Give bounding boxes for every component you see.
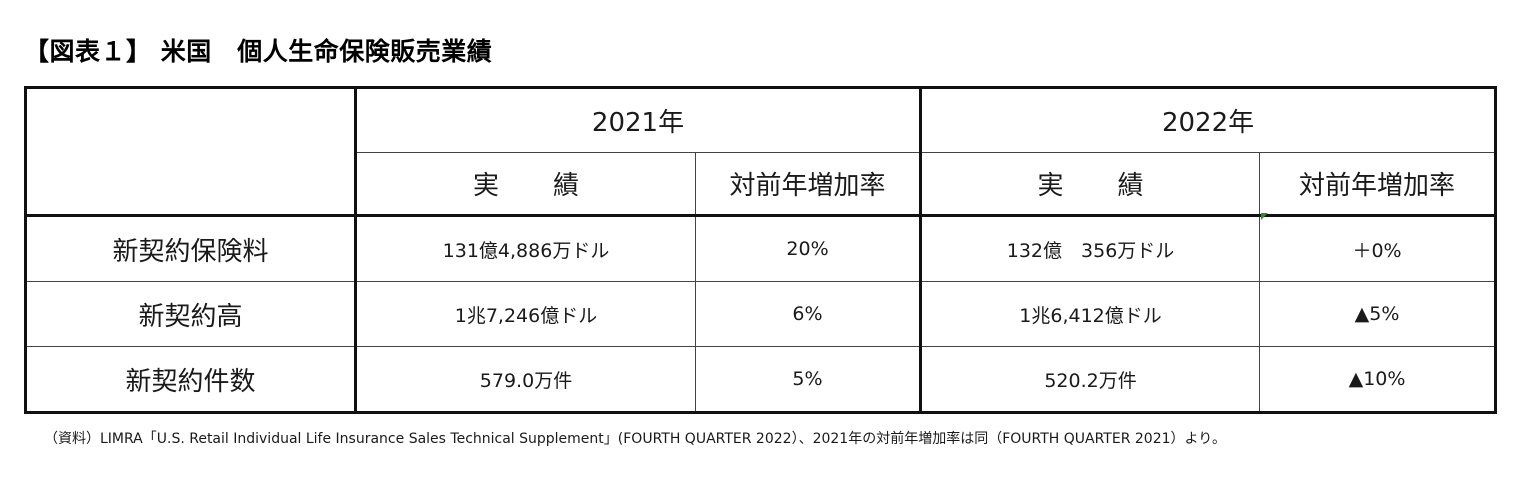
table-row: 新契約保険料 131億4,886万ドル 20% 132億 356万ドル ＋0% (24, 215, 1498, 282)
growth-2022-cell: ＋0% (1259, 215, 1498, 282)
table-row: 新契約高 1兆7,246億ドル 6% 1兆6,412億ドル ▲5% (24, 281, 1498, 347)
results-2022-cell: 520.2万件 (920, 346, 1261, 414)
results-2022-cell: 1兆6,412億ドル (920, 281, 1261, 347)
year-header-row: 2021年 2022年 (24, 86, 1498, 217)
results-2021-header: 実 績 (355, 152, 696, 217)
results-2021-cell: 131億4,886万ドル (355, 215, 696, 282)
growth-2022-header: 対前年増加率 (1259, 152, 1498, 217)
growth-2021-cell: 6% (695, 281, 923, 347)
results-2021-cell: 1兆7,246億ドル (355, 281, 696, 347)
row-label: 新契約保険料 (24, 215, 357, 282)
growth-2021-cell: 5% (695, 346, 923, 414)
results-2021-cell: 579.0万件 (355, 346, 696, 414)
results-2022-cell: 132億 356万ドル (920, 215, 1261, 282)
growth-2021-cell: 20% (695, 215, 923, 282)
growth-2022-cell: ▲5% (1259, 281, 1498, 347)
growth-2022-cell: ▲10% (1259, 346, 1498, 414)
source-note: （資料）LIMRA「U.S. Retail Individual Life In… (44, 431, 1226, 447)
page-title: 【図表１】 米国 個人生命保険販売業績 (24, 37, 493, 66)
header-corner-cell (24, 86, 357, 217)
subheader-row: 実 績 対前年増加率 実 績 対前年増加率 (26, 152, 1498, 217)
cell-comment-marker (1261, 213, 1268, 220)
row-label: 新契約高 (24, 281, 357, 347)
growth-2021-header: 対前年増加率 (695, 152, 923, 217)
year-2022-header: 2022年 (920, 86, 1498, 153)
row-label: 新契約件数 (24, 346, 357, 414)
year-2021-header: 2021年 (355, 86, 923, 153)
table-row: 新契約件数 579.0万件 5% 520.2万件 ▲10% (24, 346, 1498, 414)
sales-table: 2021年 2022年 実 績 対前年増加率 実 績 対前年増加率 新契約保険料… (24, 86, 1498, 414)
results-2022-header: 実 績 (920, 152, 1261, 217)
